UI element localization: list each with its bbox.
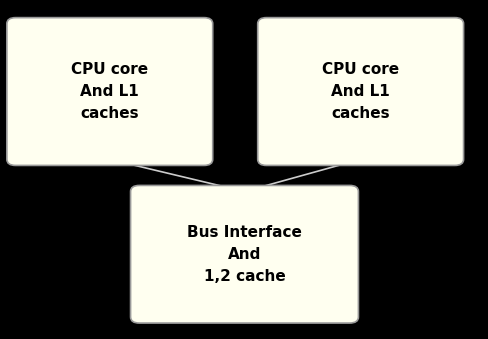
Text: Bus Interface
And
1,2 cache: Bus Interface And 1,2 cache [187,224,301,284]
FancyBboxPatch shape [7,18,212,165]
Text: CPU core
And L1
caches: CPU core And L1 caches [322,62,398,121]
Text: CPU core
And L1
caches: CPU core And L1 caches [71,62,148,121]
FancyBboxPatch shape [130,185,358,323]
FancyBboxPatch shape [257,18,463,165]
